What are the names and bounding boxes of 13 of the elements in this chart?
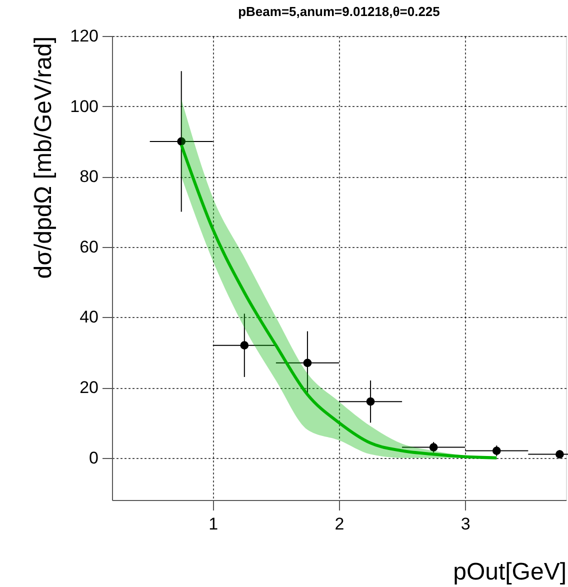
x-tick-label: 1 [208,514,218,534]
x-tick-label: 3 [460,514,470,534]
y-tick-label: 40 [80,308,98,327]
y-tick-label: 100 [70,96,98,116]
y-tick-label: 60 [80,237,98,256]
y-axis-title: dσ/dpdΩ [mb/GeV/rad] [30,36,58,279]
y-tick-label: 20 [80,378,98,398]
chart-title: pBeam=5,anum=9.01218,θ=0.225 [238,4,440,19]
x-axis-title: pOut[GeV] [453,558,566,586]
y-tick-label: 80 [80,167,98,186]
x-tick-label: 2 [334,514,344,534]
y-tick-label: 120 [70,26,98,46]
y-tick-label: 0 [89,448,98,468]
